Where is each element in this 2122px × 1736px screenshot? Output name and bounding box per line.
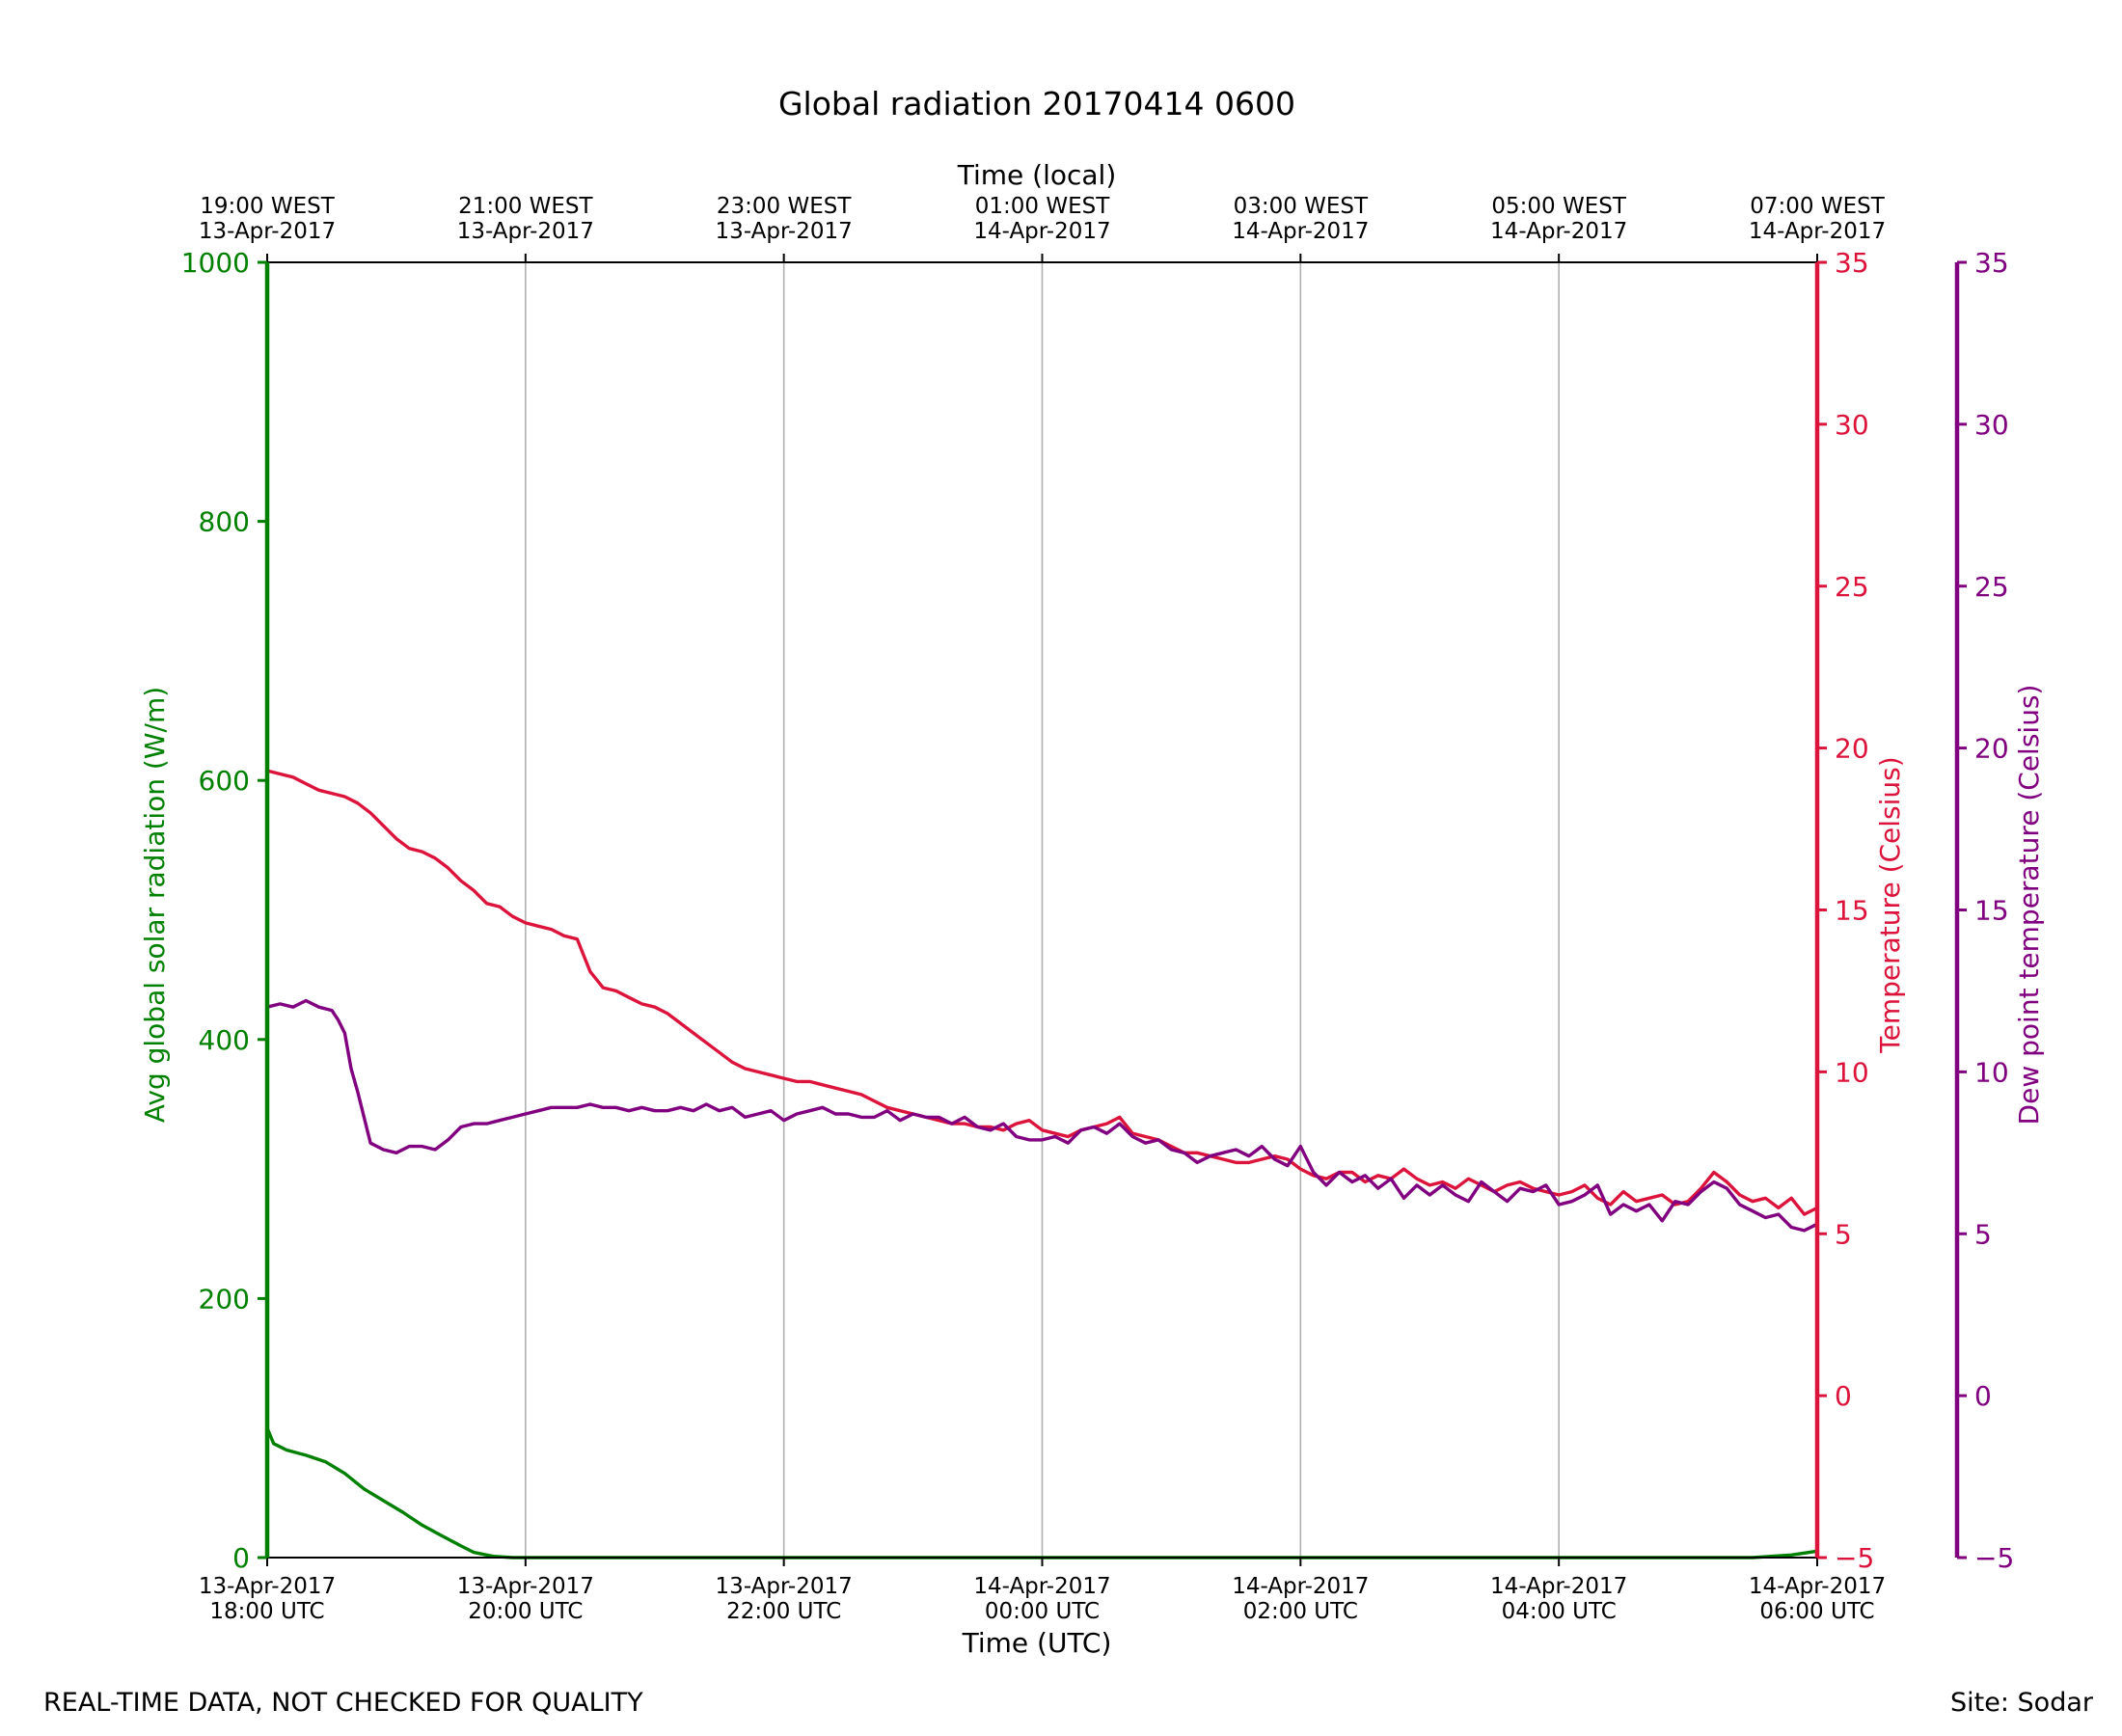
radiation-tick-label: 800 — [199, 506, 250, 538]
x-top-tick-label: 14-Apr-2017 — [1749, 219, 1886, 244]
x-top-tick-label: 13-Apr-2017 — [716, 219, 853, 244]
x-axis-top-label: Time (local) — [957, 159, 1117, 191]
dewpoint-tick-label: 10 — [1974, 1056, 2009, 1088]
x-tick-label: 13-Apr-2017 — [716, 1574, 853, 1599]
x-tick-label: 14-Apr-2017 — [1749, 1574, 1886, 1599]
dewpoint-tick-label: 20 — [1974, 733, 2009, 765]
x-tick-label: 14-Apr-2017 — [973, 1574, 1110, 1599]
site-label: Site: Sodar — [1950, 1688, 2093, 1718]
radiation-tick-label: 600 — [199, 765, 250, 797]
temperature-tick-label: 25 — [1835, 571, 1869, 603]
x-tick-label: 14-Apr-2017 — [1232, 1574, 1369, 1599]
temperature-tick-label: 30 — [1835, 409, 1869, 441]
dewpoint-tick-label: 25 — [1974, 571, 2009, 603]
x-top-tick-label: 01:00 WEST — [975, 194, 1110, 219]
x-top-tick-label: 13-Apr-2017 — [457, 219, 594, 244]
x-top-tick-label: 03:00 WEST — [1234, 194, 1369, 219]
x-top-tick-label: 23:00 WEST — [717, 194, 852, 219]
dewpoint-series-line — [265, 998, 1819, 1233]
axes — [258, 254, 1967, 1566]
x-tick-label: 04:00 UTC — [1502, 1599, 1617, 1624]
radiation-tick-label: 0 — [232, 1542, 250, 1574]
gridlines — [525, 262, 1560, 1558]
temperature-tick-label: 10 — [1835, 1056, 1869, 1088]
dewpoint-tick-label: −5 — [1974, 1542, 2014, 1574]
x-tick-label: 20:00 UTC — [468, 1599, 583, 1624]
x-axis-label: Time (UTC) — [962, 1627, 1112, 1659]
x-top-tick-label: 14-Apr-2017 — [1490, 219, 1627, 244]
temperature-series-line — [265, 769, 1819, 1216]
x-tick-label: 18:00 UTC — [209, 1599, 324, 1624]
temperature-tick-label: 0 — [1835, 1380, 1852, 1412]
temperature-tick-label: 5 — [1835, 1218, 1852, 1250]
temperature-axis-label: Temperature (Celsius) — [1874, 756, 1906, 1053]
x-tick-label: 00:00 UTC — [985, 1599, 1100, 1624]
dewpoint-axis-label: Dew point temperature (Celsius) — [2013, 685, 2045, 1126]
x-top-tick-label: 07:00 WEST — [1750, 194, 1885, 219]
x-top-tick-label: 13-Apr-2017 — [199, 219, 336, 244]
temperature-tick-label: 20 — [1835, 733, 1869, 765]
temperature-tick-label: 35 — [1835, 247, 1869, 279]
chart-title: Global radiation 20170414 0600 — [778, 85, 1295, 122]
dewpoint-tick-label: 30 — [1974, 409, 2009, 441]
x-tick-label: 13-Apr-2017 — [199, 1574, 336, 1599]
x-top-tick-label: 14-Apr-2017 — [973, 219, 1110, 244]
radiation-tick-label: 1000 — [181, 247, 250, 279]
radiation-tick-label: 200 — [199, 1283, 250, 1315]
x-tick-label: 14-Apr-2017 — [1490, 1574, 1627, 1599]
x-top-tick-label: 21:00 WEST — [458, 194, 593, 219]
x-top-tick-label: 19:00 WEST — [200, 194, 335, 219]
temperature-tick-label: 15 — [1835, 895, 1869, 927]
x-tick-label: 13-Apr-2017 — [457, 1574, 594, 1599]
dewpoint-tick-label: 5 — [1974, 1218, 1992, 1250]
dewpoint-tick-label: 35 — [1974, 247, 2009, 279]
dewpoint-tick-label: 15 — [1974, 895, 2009, 927]
dewpoint-tick-label: 0 — [1974, 1380, 1992, 1412]
radiation-axis-label: Avg global solar radiation (W/m) — [139, 687, 171, 1123]
x-top-tick-label: 05:00 WEST — [1491, 194, 1626, 219]
quality-note: REAL-TIME DATA, NOT CHECKED FOR QUALITY — [43, 1688, 643, 1718]
temperature-tick-label: −5 — [1835, 1542, 1874, 1574]
radiation-tick-label: 400 — [199, 1024, 250, 1056]
x-top-tick-label: 14-Apr-2017 — [1232, 219, 1369, 244]
x-tick-label: 06:00 UTC — [1759, 1599, 1874, 1624]
x-tick-label: 02:00 UTC — [1243, 1599, 1358, 1624]
x-tick-label: 22:00 UTC — [726, 1599, 841, 1624]
